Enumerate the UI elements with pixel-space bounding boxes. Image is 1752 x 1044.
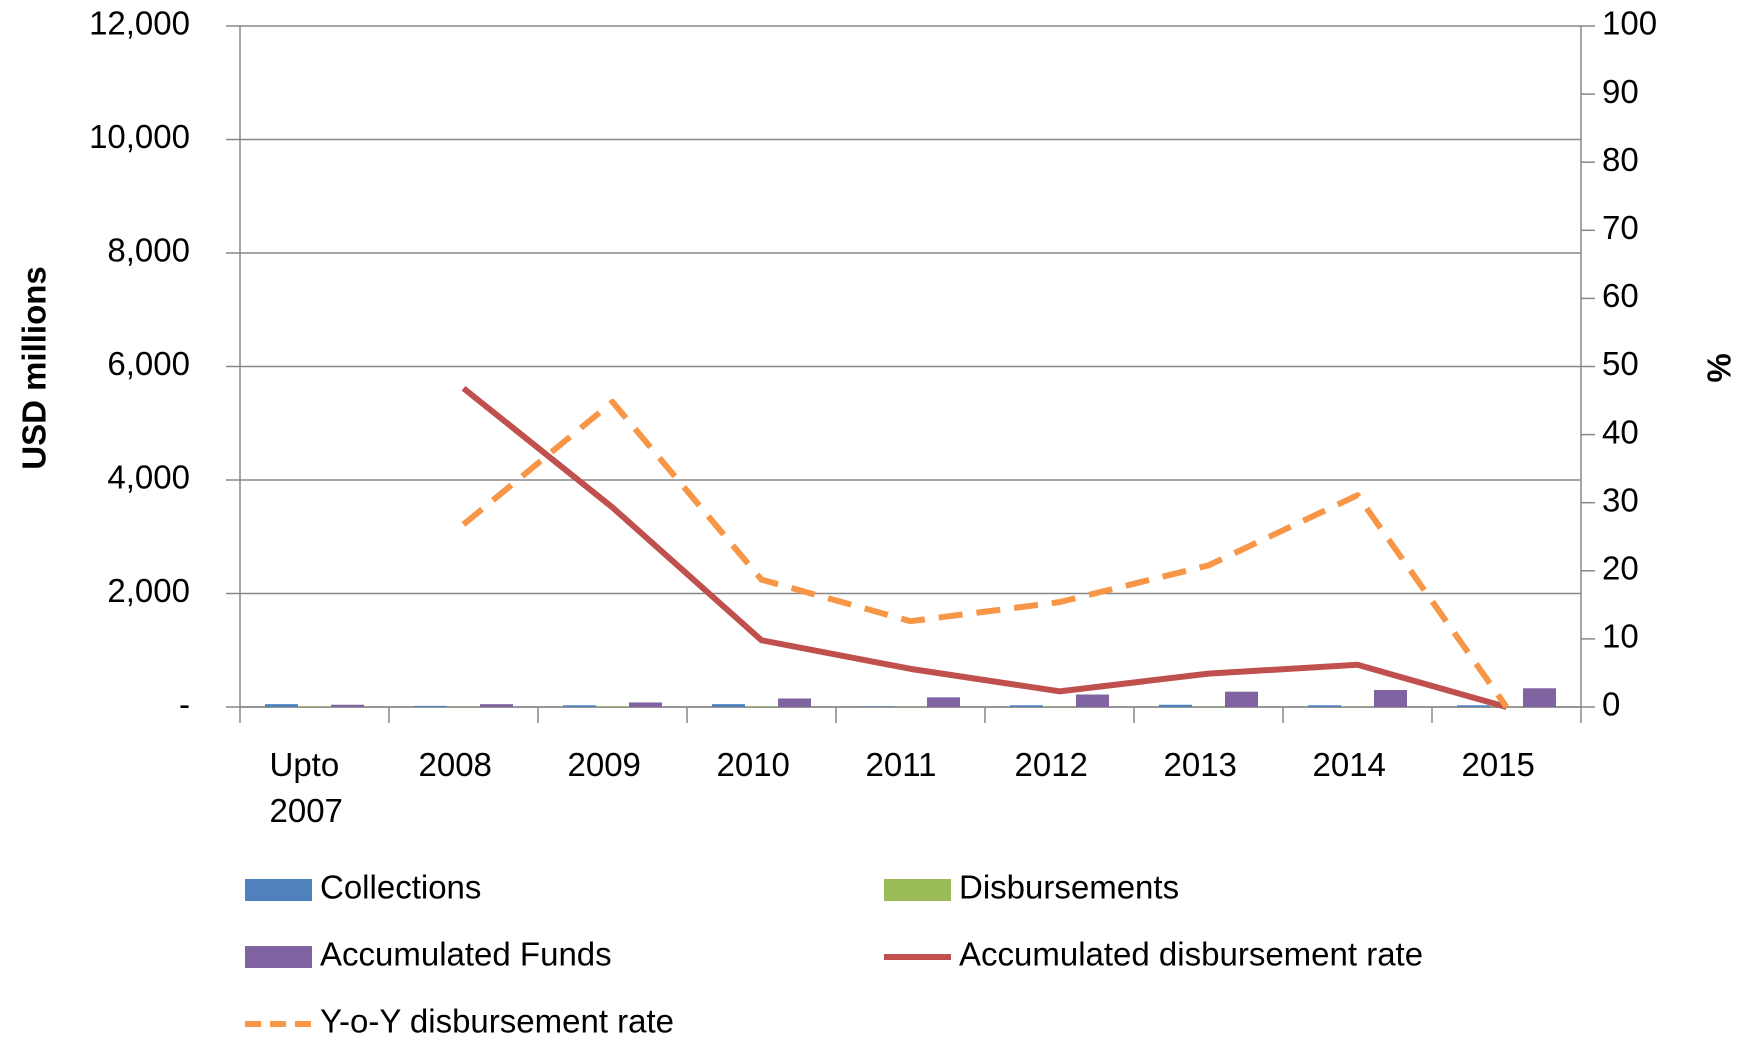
y2-axis-title: % [1701, 353, 1738, 382]
bar [1374, 689, 1407, 707]
bar [1159, 704, 1192, 707]
bar [480, 704, 513, 707]
legend-label: Accumulated disbursement rate [959, 936, 1423, 973]
y-axis-title: USD millions [16, 266, 53, 470]
x-tick-label: 2011 [865, 746, 937, 783]
bar [265, 704, 298, 707]
legend-swatch [884, 879, 951, 901]
y2-tick-label: 60 [1602, 277, 1639, 314]
x-tick-label: 2014 [1312, 746, 1386, 783]
x-tick-label: 2015 [1461, 746, 1535, 783]
legend-label: Disbursements [959, 869, 1179, 906]
bar [563, 705, 596, 707]
bar [1225, 691, 1258, 707]
y2-tick-label: 70 [1602, 209, 1639, 246]
y2-tick-label: 100 [1602, 5, 1657, 42]
y-tick-label: 8,000 [107, 232, 190, 269]
y-tick-label: 4,000 [107, 459, 190, 496]
bar [861, 706, 894, 707]
y2-tick-label: 50 [1602, 345, 1639, 382]
y-tick-label: 6,000 [107, 345, 190, 382]
y-tick-label: 2,000 [107, 572, 190, 609]
bar [778, 698, 811, 707]
x-tick-label: 2010 [716, 746, 790, 783]
legend-swatch [245, 946, 312, 968]
bar [596, 706, 629, 707]
bar [1010, 705, 1043, 707]
y-tick-label: 10,000 [89, 118, 190, 155]
y2-tick-label: 90 [1602, 73, 1639, 110]
y2-tick-label: 30 [1602, 481, 1639, 518]
bar [1457, 705, 1490, 707]
bar [1076, 694, 1109, 707]
x-tick-label: 2009 [567, 746, 641, 783]
legend-label: Accumulated Funds [320, 936, 612, 973]
x-tick-label: Upto 2007 [269, 746, 343, 829]
legend-swatch [245, 879, 312, 901]
legend-label: Collections [320, 869, 481, 906]
line-series [461, 398, 1509, 709]
bar [745, 706, 778, 707]
bar [414, 705, 447, 707]
x-tick-label: 2012 [1014, 746, 1088, 783]
bar [331, 704, 364, 707]
bar [712, 704, 745, 707]
y2-tick-label: 0 [1602, 686, 1620, 723]
bar [298, 706, 331, 707]
legend-label: Y-o-Y disbursement rate [320, 1003, 674, 1040]
bar [1308, 705, 1341, 707]
bar [629, 702, 662, 707]
line-series [461, 385, 1508, 710]
y-tick-label: - [179, 686, 190, 723]
y-tick-label: 12,000 [89, 5, 190, 42]
y2-tick-label: 80 [1602, 141, 1639, 178]
y2-tick-label: 10 [1602, 618, 1639, 655]
x-tick-label: 2008 [418, 746, 492, 783]
x-tick-label: 2013 [1163, 746, 1237, 783]
y2-tick-label: 40 [1602, 413, 1639, 450]
bar [927, 697, 960, 707]
bar [1523, 688, 1556, 707]
y2-tick-label: 20 [1602, 550, 1639, 587]
